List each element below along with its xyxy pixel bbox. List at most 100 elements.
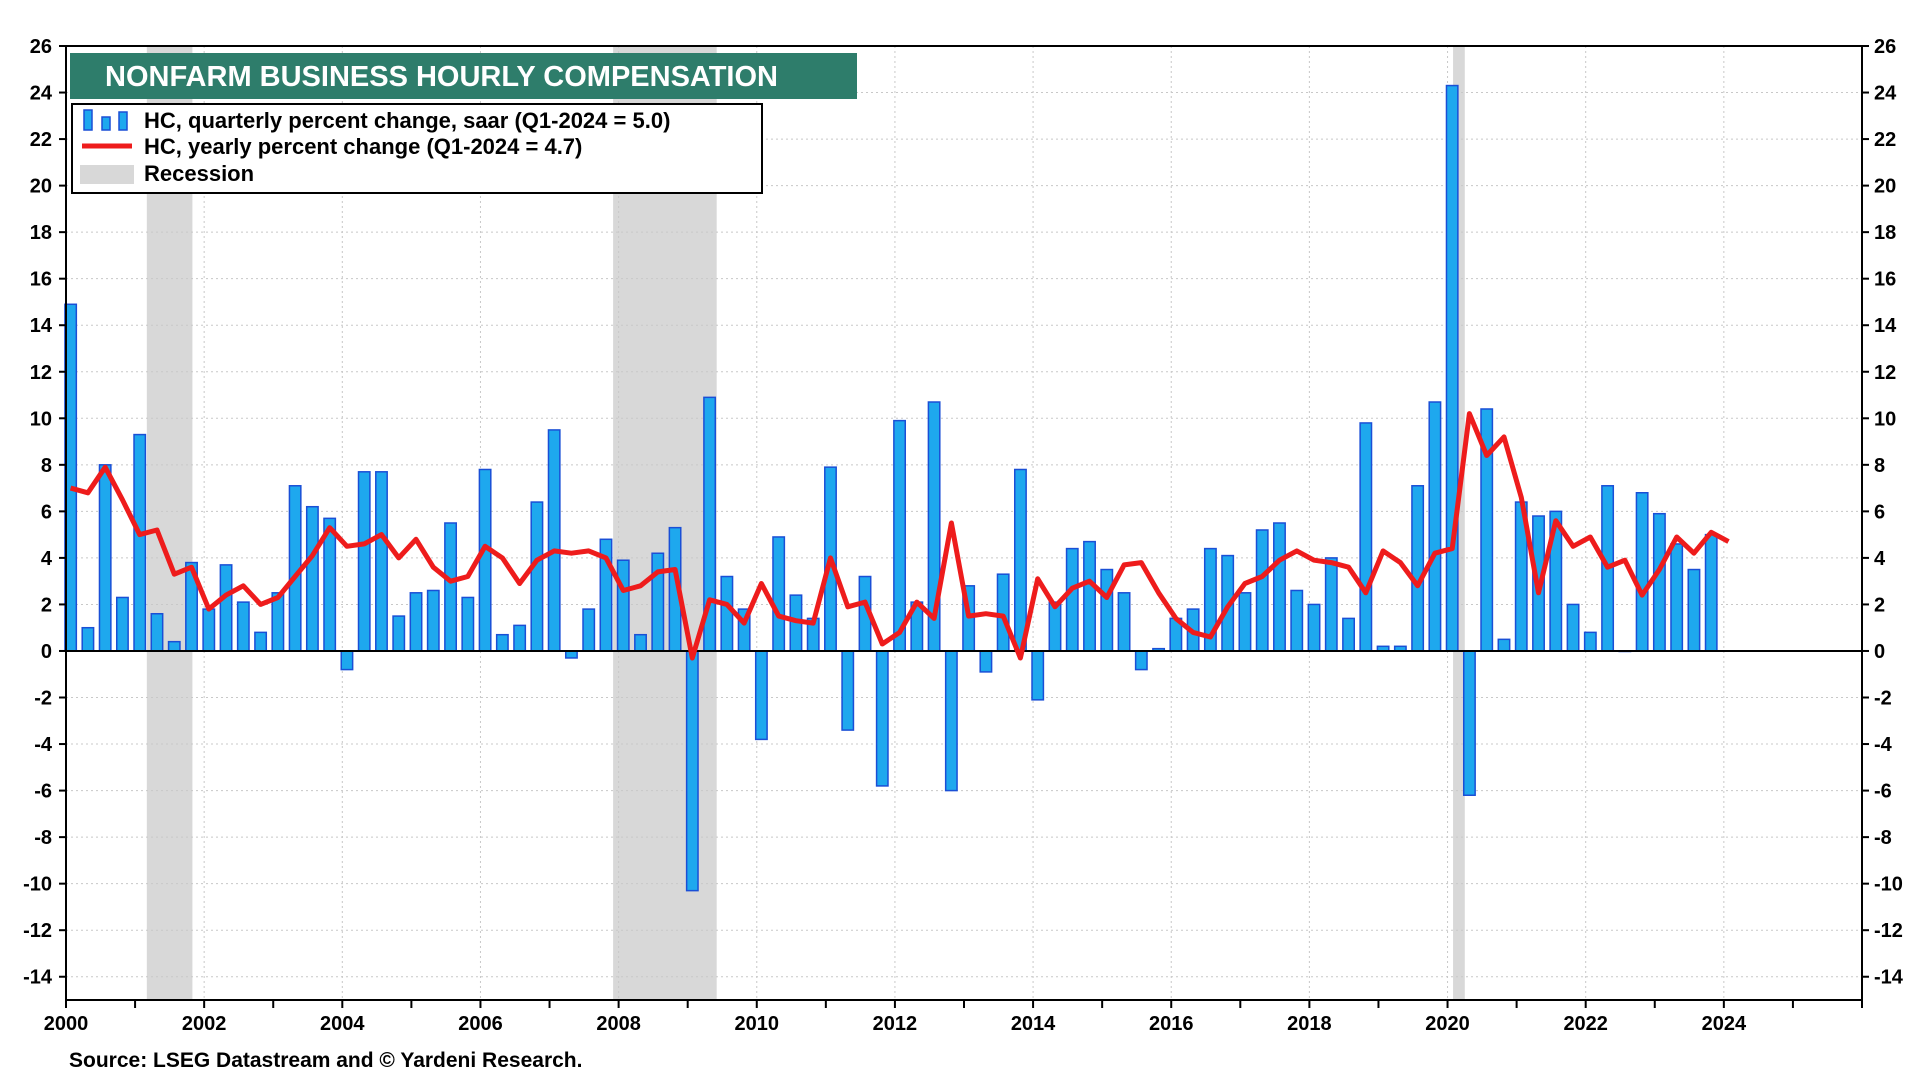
bar-q3 [115,596,129,652]
y-tick-label-right: 12 [1874,362,1896,384]
bar-q58 [1065,547,1079,652]
y-tick-label-right: -12 [1874,920,1903,942]
x-tick-label: 2002 [182,1013,227,1035]
chart-title: NONFARM BUSINESS HOURLY COMPENSATION [105,61,778,93]
y-tick-label-left: 6 [41,501,52,523]
bar-q6 [167,640,181,652]
y-tick-label-left: -10 [23,874,52,896]
x-tick-label: 2024 [1702,1013,1747,1035]
bar-q26 [513,624,527,652]
bar-q83 [1497,638,1511,652]
y-tick-label-left: 26 [30,36,52,58]
bar-q74 [1342,617,1356,652]
y-tick-label-left: -14 [23,967,53,989]
bar-q25 [495,633,509,652]
bar-q27 [530,501,544,652]
y-tick-label-right: -2 [1874,688,1892,710]
bar-q53 [979,650,993,673]
bar-q1 [81,626,95,652]
y-tick-label-right: -10 [1874,874,1903,896]
bar-q14 [305,505,319,652]
bar-q30 [582,608,596,652]
y-tick-label-right: 18 [1874,222,1896,244]
bar-q47 [875,650,889,787]
x-tick-label: 2004 [320,1013,365,1035]
legend-recession-label: Recession [144,161,254,186]
x-tick-label: 2016 [1149,1013,1194,1035]
bar-q68 [1238,592,1252,652]
y-tick-label-left: -8 [34,827,52,849]
y-tick-label-left: 12 [30,362,52,384]
y-tick-label-right: 8 [1874,455,1885,477]
y-tick-label-left: 18 [30,222,52,244]
x-tick-label: 2000 [44,1013,89,1035]
recession-band-1 [613,46,717,1000]
bar-q24 [478,468,492,652]
bar-q40 [754,650,768,741]
bar-q23 [461,596,475,652]
x-tick-label: 2018 [1287,1013,1332,1035]
source-note: Source: LSEG Datastream and © Yardeni Re… [69,1049,583,1072]
bar-q22 [444,522,458,652]
bar-series [64,84,1718,892]
y-tick-label-right: 26 [1874,36,1896,58]
line-series [69,411,1730,661]
bar-q71 [1290,589,1304,652]
y-tick-label-right: 14 [1874,315,1897,337]
bar-q62 [1134,650,1148,671]
y-tick-label-left: 0 [41,641,52,663]
x-tick-label: 2020 [1425,1013,1470,1035]
bar-q61 [1117,592,1131,652]
x-tick-label: 2022 [1563,1013,1608,1035]
bar-q19 [392,615,406,652]
legend-bars-swatch [83,109,128,131]
bar-q75 [1359,422,1373,652]
y-tick-label-right: 20 [1874,176,1896,198]
y-tick-label-right: 4 [1874,548,1886,570]
bar-q60 [1100,568,1114,652]
y-tick-label-right: 24 [1874,83,1897,105]
y-tick-label-left: 2 [41,594,52,616]
legend-recession-swatch [80,165,134,184]
title-banner: NONFARM BUSINESS HOURLY COMPENSATION [70,53,857,99]
legend: HC, quarterly percent change, saar (Q1-2… [71,103,763,194]
y-tick-label-right: -6 [1874,781,1892,803]
bar-q54 [996,573,1010,652]
bar-q38 [720,575,734,652]
title-background [70,53,857,99]
bar-q32 [616,559,630,652]
x-tick-label: 2006 [458,1013,503,1035]
bar-q5 [150,612,164,652]
bar-q59 [1083,540,1096,652]
bar-q41 [772,536,786,652]
recession-layer [146,46,1465,1000]
bar-q20 [409,592,423,652]
bar-q9 [219,564,233,652]
bar-q16 [340,650,354,671]
bar-q34 [651,552,665,652]
bar-q48 [893,419,907,652]
x-tick-label: 2010 [735,1013,780,1035]
recession-band-2 [1453,46,1465,1000]
bar-q2 [98,464,112,652]
bar-q81 [1462,650,1476,796]
x-axis: 2000 2002 2004 2006 2008 2010 2012 2014 2016 2018… [44,1000,1863,1035]
x-tick-label: 2012 [873,1013,918,1035]
bar-q33 [634,633,647,652]
y-tick-label-left: 20 [30,176,52,198]
legend-bars-label: HC, quarterly percent change, saar (Q1-2… [144,108,670,133]
bar-q88 [1583,631,1597,652]
legend-box [71,103,763,194]
bar-q79 [1428,401,1442,652]
yearly-change-line [69,411,1730,661]
bar-q11 [254,631,268,652]
y-tick-label-right: 16 [1874,269,1896,291]
bar-q36 [685,650,699,892]
bar-q10 [236,601,250,652]
bar-q80 [1445,84,1459,652]
bar-q45 [841,650,855,731]
bar-q72 [1307,603,1321,652]
bar-q28 [547,429,561,652]
